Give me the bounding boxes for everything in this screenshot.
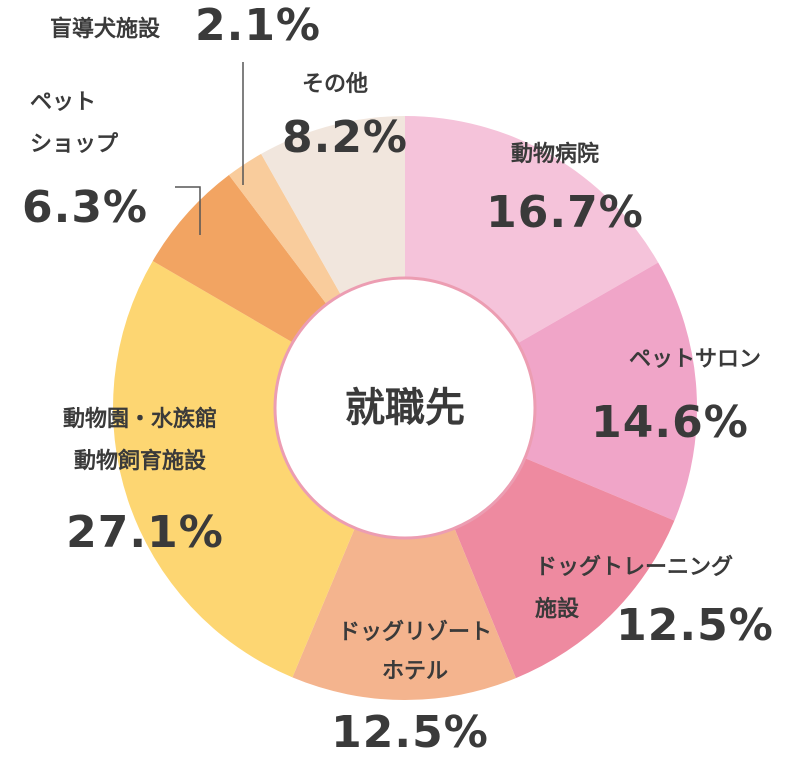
segment-label: ホテル bbox=[382, 659, 448, 684]
value-label: 27.1% bbox=[66, 507, 224, 558]
center-label: 就職先 bbox=[345, 385, 465, 431]
value-label: 14.6% bbox=[591, 397, 749, 448]
segment-label: ペット bbox=[30, 90, 96, 115]
segment-label: 施設 bbox=[535, 596, 580, 622]
donut-segment bbox=[261, 116, 405, 295]
donut-segment bbox=[152, 175, 327, 343]
value-label: 12.5% bbox=[616, 600, 774, 651]
segment-label: ショップ bbox=[30, 132, 119, 157]
segment-label: ドッグリゾート bbox=[338, 619, 492, 645]
donut-segment bbox=[405, 116, 659, 344]
donut-segment bbox=[112, 260, 355, 678]
segment-label: ドッグトレーニング bbox=[535, 554, 733, 580]
segment-label: 動物病院 bbox=[511, 141, 599, 167]
segment-label: 動物飼育施設 bbox=[74, 448, 207, 474]
value-label: 16.7% bbox=[486, 187, 644, 238]
center-hole bbox=[273, 276, 537, 540]
segment-label: 盲導犬施設 bbox=[50, 16, 161, 42]
segment-label: 動物園・水族館 bbox=[63, 406, 217, 432]
value-label: 8.2% bbox=[282, 112, 408, 163]
donut bbox=[112, 116, 697, 700]
value-label: 12.5% bbox=[331, 707, 489, 758]
donut-segment bbox=[292, 527, 516, 700]
donut-segment bbox=[228, 153, 341, 305]
value-label: 6.3% bbox=[22, 182, 148, 233]
leader-line bbox=[175, 186, 201, 235]
donut-segment bbox=[454, 458, 675, 679]
segment-label: その他 bbox=[302, 72, 368, 97]
segment-label: ペットサロン bbox=[629, 347, 761, 372]
donut-segment bbox=[517, 262, 697, 521]
value-label: 2.1% bbox=[195, 0, 321, 51]
